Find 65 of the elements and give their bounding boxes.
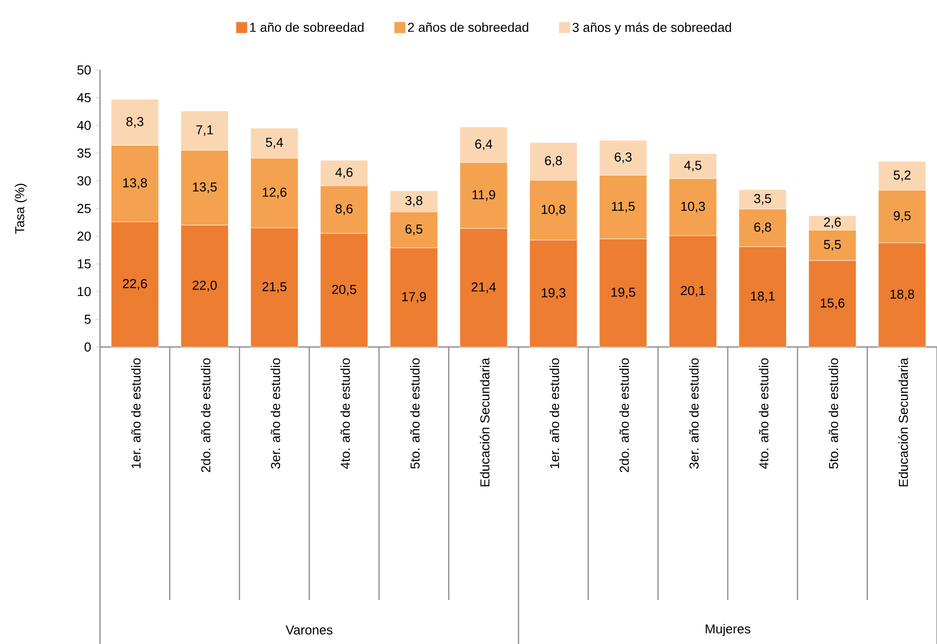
x-tick-label: Educación Secundaria bbox=[898, 358, 908, 486]
data-label: 5,4 bbox=[266, 138, 284, 148]
x-tick-label: 4to. año de estudio bbox=[758, 358, 768, 469]
y-tick-label: 30 bbox=[77, 176, 91, 186]
data-label: 11,5 bbox=[612, 202, 635, 212]
data-label: 4,6 bbox=[335, 168, 353, 178]
x-tick-label: 2do. año de estudio bbox=[200, 358, 210, 472]
data-label: 4,5 bbox=[684, 160, 702, 172]
data-label: 8,3 bbox=[126, 116, 144, 128]
data-label: 5,2 bbox=[894, 170, 910, 182]
y-tick-label: 5 bbox=[84, 314, 91, 324]
y-tick-label: 35 bbox=[77, 148, 91, 158]
x-tick-label: 1er. año de estudio bbox=[550, 358, 560, 468]
y-axis-title: Tasa (%) bbox=[14, 184, 27, 234]
x-tick-label: 5to. año de estudio bbox=[410, 358, 420, 469]
data-label: 10,8 bbox=[542, 204, 566, 216]
text: Varones bbox=[286, 625, 332, 635]
y-tick-label: 40 bbox=[77, 120, 91, 130]
data-label: 2,6 bbox=[824, 218, 841, 228]
y-tick-label: 45 bbox=[77, 93, 91, 102]
data-label: 6,8 bbox=[545, 156, 562, 167]
data-label: 20,5 bbox=[332, 284, 356, 296]
data-label: 20,1 bbox=[680, 286, 705, 297]
y-tick-label: 10 bbox=[78, 287, 91, 296]
x-tick-label: 2do. año de estudio bbox=[619, 358, 629, 472]
data-label: 8,6 bbox=[336, 204, 353, 215]
data-label: 5,5 bbox=[824, 240, 841, 251]
data-label: 10,3 bbox=[681, 202, 705, 212]
legend-label: 3 años y más de sobreedad bbox=[572, 22, 732, 35]
data-label: 6,8 bbox=[754, 222, 772, 234]
y-tick-label: 25 bbox=[77, 204, 91, 214]
legend-label: 2 años de sobreedad bbox=[408, 22, 528, 32]
data-label: 3,5 bbox=[754, 194, 772, 205]
y-tick-label: 15 bbox=[78, 259, 91, 268]
y-tick-label: 50 bbox=[77, 65, 91, 75]
data-label: 13,5 bbox=[193, 182, 217, 194]
data-label: 3,8 bbox=[405, 196, 422, 207]
data-label: 19,3 bbox=[542, 288, 566, 299]
data-label: 6,3 bbox=[614, 152, 632, 164]
x-tick-label: 1er. año de estudio bbox=[131, 358, 141, 468]
data-label: 21,4 bbox=[472, 282, 496, 294]
y-tick-label: 20 bbox=[77, 232, 91, 241]
x-tick-label: 4to. año de estudio bbox=[340, 358, 350, 469]
data-label: 22,6 bbox=[122, 279, 147, 290]
data-label: 13,8 bbox=[123, 178, 147, 189]
x-tick-label: 3er. año de estudio bbox=[689, 358, 699, 469]
data-label: 12,6 bbox=[262, 188, 286, 198]
data-label: 15,6 bbox=[820, 298, 844, 310]
y-tick-label: 0 bbox=[84, 342, 91, 352]
x-tick-label: 5to. año de estudio bbox=[828, 358, 838, 469]
legend-label: 1 año de sobreedad bbox=[250, 22, 364, 32]
data-label: 6,4 bbox=[475, 139, 492, 150]
data-label: 11,9 bbox=[472, 190, 496, 201]
data-label: 22,0 bbox=[192, 280, 217, 292]
data-label: 18,1 bbox=[751, 292, 775, 302]
data-label: 21,5 bbox=[262, 282, 286, 293]
data-label: 6,5 bbox=[406, 224, 422, 236]
x-tick-label: 3er. año de estudio bbox=[270, 358, 280, 469]
x-tick-label: Educación Secundaria bbox=[480, 358, 490, 486]
data-label: 9,5 bbox=[894, 211, 911, 222]
text: Mujeres bbox=[706, 624, 750, 636]
data-label: 7,1 bbox=[196, 125, 214, 136]
data-label: 19,5 bbox=[612, 288, 636, 298]
data-label: 18,8 bbox=[890, 290, 914, 300]
data-label: 17,9 bbox=[402, 292, 426, 303]
